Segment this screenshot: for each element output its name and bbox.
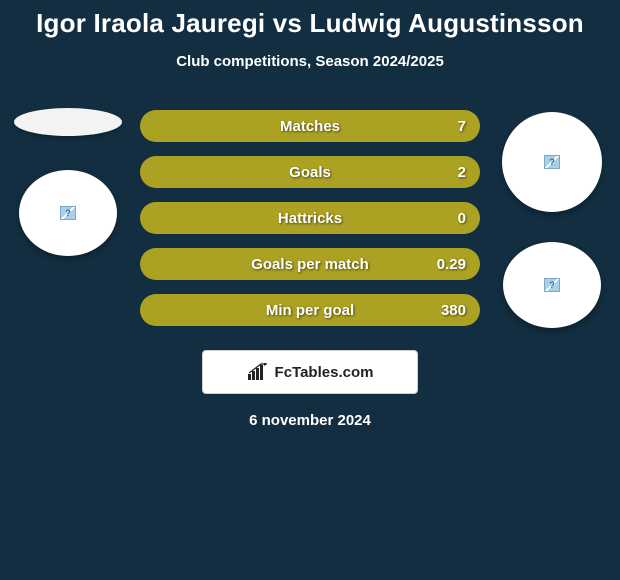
date-line: 6 november 2024 <box>0 412 620 429</box>
brand-badge: FcTables.com <box>202 350 418 394</box>
page-title: Igor Iraola Jauregi vs Ludwig Augustinss… <box>0 0 620 39</box>
right-player-avatar <box>503 242 601 328</box>
stat-label: Goals <box>289 164 331 181</box>
stat-row-hattricks: Hattricks 0 <box>140 202 480 234</box>
left-player-logo-ellipse <box>14 108 122 136</box>
right-player-logo <box>502 112 602 212</box>
brand-text: FcTables.com <box>275 364 374 381</box>
stat-right-value: 0.29 <box>430 256 466 273</box>
right-player-col <box>492 110 612 328</box>
stat-label: Min per goal <box>266 302 354 319</box>
left-player-avatar <box>19 170 117 256</box>
left-player-col <box>8 110 128 256</box>
stat-right-value: 380 <box>430 302 466 319</box>
stat-row-goals-per-match: Goals per match 0.29 <box>140 248 480 280</box>
comparison-card: Igor Iraola Jauregi vs Ludwig Augustinss… <box>0 0 620 580</box>
stat-right-value: 2 <box>430 164 466 181</box>
image-placeholder-icon <box>60 206 76 220</box>
image-placeholder-icon <box>544 278 560 292</box>
stat-row-goals: Goals 2 <box>140 156 480 188</box>
stat-label: Matches <box>280 118 340 135</box>
bar-chart-icon <box>247 363 269 381</box>
subtitle: Club competitions, Season 2024/2025 <box>0 53 620 70</box>
main-row: Matches 7 Goals 2 Hattricks 0 Goals per … <box>0 110 620 328</box>
stat-row-min-per-goal: Min per goal 380 <box>140 294 480 326</box>
stats-column: Matches 7 Goals 2 Hattricks 0 Goals per … <box>128 110 492 326</box>
stat-row-matches: Matches 7 <box>140 110 480 142</box>
stat-label: Goals per match <box>251 256 369 273</box>
stat-right-value: 7 <box>430 118 466 135</box>
stat-right-value: 0 <box>430 210 466 227</box>
image-placeholder-icon <box>544 155 560 169</box>
stat-label: Hattricks <box>278 210 342 227</box>
